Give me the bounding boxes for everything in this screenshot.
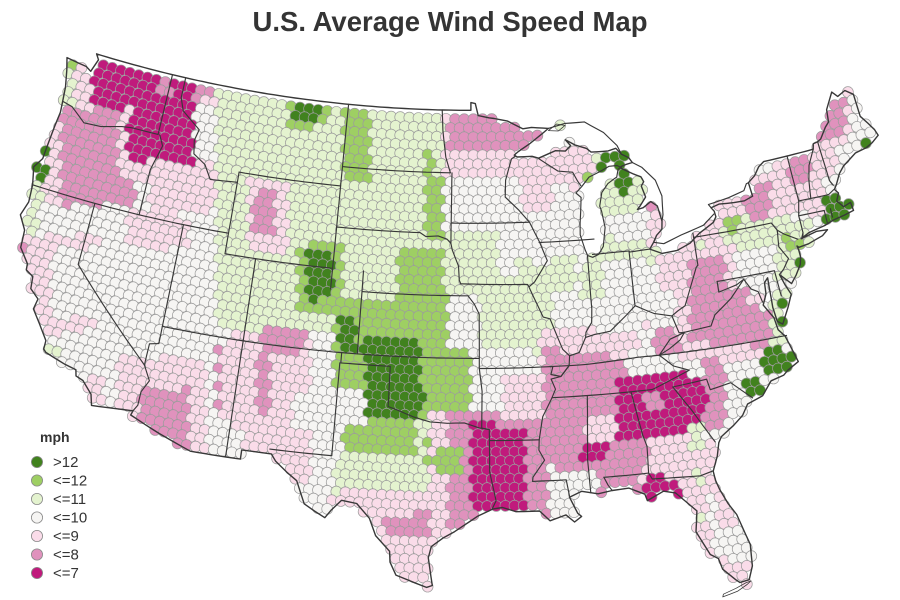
svg-text:<=10: <=10 bbox=[53, 510, 87, 527]
svg-text:<=9: <=9 bbox=[53, 528, 79, 545]
svg-text:<=7: <=7 bbox=[53, 565, 79, 582]
svg-text:mph: mph bbox=[40, 429, 70, 445]
svg-text:<=11: <=11 bbox=[53, 491, 86, 508]
svg-text:U.S. Average Wind Speed Map: U.S. Average Wind Speed Map bbox=[252, 6, 647, 37]
svg-text:<=8: <=8 bbox=[53, 547, 79, 564]
svg-text:>12: >12 bbox=[53, 454, 78, 471]
svg-text:<=12: <=12 bbox=[53, 473, 87, 490]
